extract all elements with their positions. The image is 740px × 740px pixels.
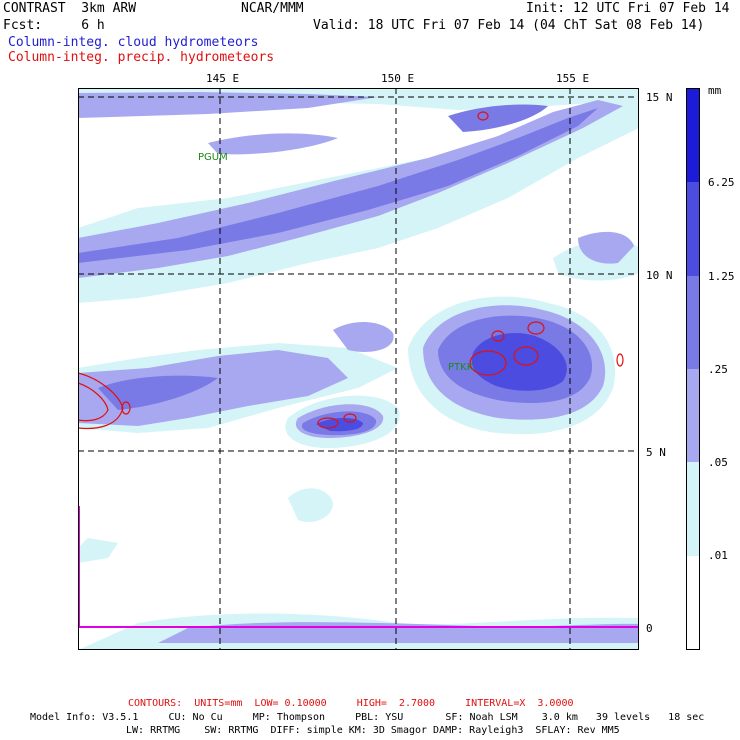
colorbar-label-1-25: 1.25 [708, 270, 735, 283]
colorbar-bin-5 [686, 462, 700, 556]
colorbar-bin-3 [686, 276, 700, 369]
colorbar-label-0-01: .01 [708, 549, 728, 562]
colorbar-bin-2 [686, 182, 700, 276]
colorbar-label-6-25: 6.25 [708, 176, 735, 189]
colorbar-bin-4 [686, 369, 700, 462]
model-title: CONTRAST 3km ARW [3, 1, 137, 16]
map-panel: PGUM PTKK [78, 88, 639, 650]
model-info-line-2: LW: RRTMG SW: RRTMG DIFF: simple KM: 3D … [126, 725, 620, 736]
valid-time: Valid: 18 UTC Fri 07 Feb 14 (04 ChT Sat … [313, 18, 705, 33]
lat-label-0: 0 [646, 622, 653, 635]
lon-label-150: 150 E [381, 72, 415, 85]
field-cloud-label: Column-integ. cloud hydrometeors [8, 35, 259, 50]
colorbar-bin-1 [686, 88, 700, 182]
lat-label-5n: 5 N [646, 446, 666, 459]
lon-label-145: 145 E [206, 72, 240, 85]
colorbar-label-0-05: .05 [708, 456, 728, 469]
field-precip-label: Column-integ. precip. hydrometeors [8, 50, 275, 65]
station-pgum: PGUM [198, 152, 228, 163]
lat-label-10n: 10 N [646, 269, 673, 282]
model-info-line-1: Model Info: V3.5.1 CU: No Cu MP: Thompso… [30, 712, 705, 723]
lon-label-155: 155 E [556, 72, 590, 85]
init-time: Init: 12 UTC Fri 07 Feb 14 [526, 1, 730, 16]
colorbar-label-0-25: .25 [708, 363, 728, 376]
precip-contours [78, 111, 624, 430]
lat-label-15n: 15 N [646, 91, 673, 104]
forecast-hour: Fcst: 6 h [3, 18, 105, 33]
colorbar [686, 88, 700, 650]
colorbar-unit: mm [708, 84, 722, 97]
station-ptkk: PTKK [448, 362, 474, 373]
colorbar-bin-6 [686, 556, 700, 650]
contours-info: CONTOURS: UNITS=mm LOW= 0.10000 HIGH= 2.… [128, 698, 574, 709]
org-label: NCAR/MMM [241, 1, 304, 16]
